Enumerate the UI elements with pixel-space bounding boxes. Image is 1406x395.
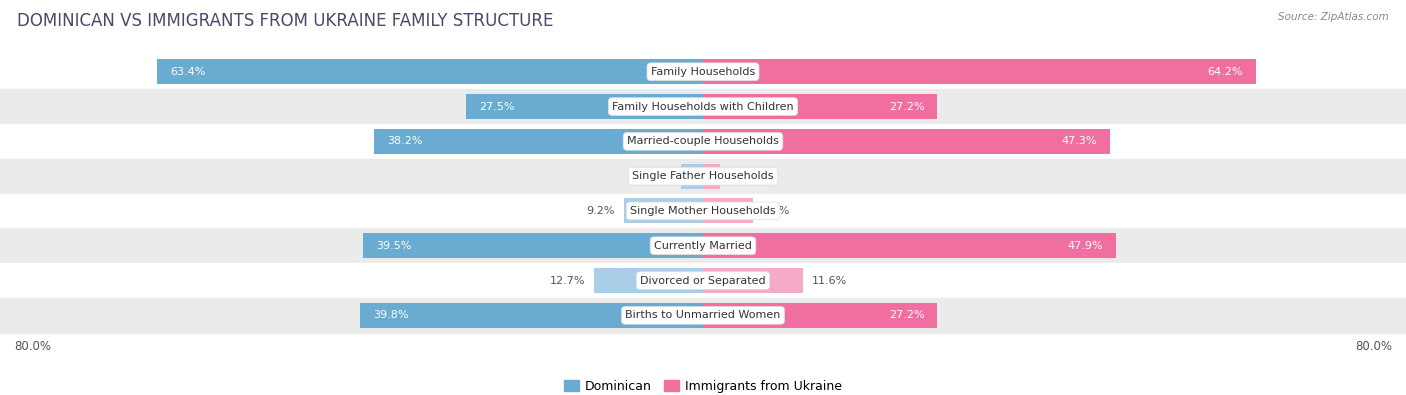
- Bar: [374, 129, 703, 154]
- Bar: [363, 233, 703, 258]
- Bar: [0, 159, 1406, 194]
- Bar: [0, 298, 1406, 333]
- Text: 2.5%: 2.5%: [644, 171, 673, 181]
- Text: 27.2%: 27.2%: [889, 102, 924, 111]
- Text: Married-couple Households: Married-couple Households: [627, 136, 779, 147]
- Bar: [0, 194, 1406, 228]
- Bar: [703, 268, 803, 293]
- Text: Family Households with Children: Family Households with Children: [612, 102, 794, 111]
- Text: 27.2%: 27.2%: [889, 310, 924, 320]
- Bar: [360, 303, 703, 328]
- Bar: [682, 164, 703, 189]
- Bar: [0, 263, 1406, 298]
- Text: 2.0%: 2.0%: [728, 171, 758, 181]
- Bar: [0, 55, 1406, 89]
- Text: 12.7%: 12.7%: [550, 276, 585, 286]
- Text: Single Mother Households: Single Mother Households: [630, 206, 776, 216]
- Text: 80.0%: 80.0%: [1355, 340, 1392, 354]
- Bar: [703, 198, 754, 224]
- Text: 5.8%: 5.8%: [762, 206, 790, 216]
- Text: 63.4%: 63.4%: [170, 67, 205, 77]
- Bar: [703, 94, 938, 119]
- Text: 11.6%: 11.6%: [811, 276, 846, 286]
- Bar: [157, 59, 703, 84]
- Text: 39.5%: 39.5%: [375, 241, 411, 251]
- Text: Currently Married: Currently Married: [654, 241, 752, 251]
- Text: 38.2%: 38.2%: [387, 136, 422, 147]
- Bar: [703, 164, 720, 189]
- Bar: [703, 59, 1256, 84]
- Bar: [0, 124, 1406, 159]
- Text: 64.2%: 64.2%: [1208, 67, 1243, 77]
- Bar: [703, 129, 1111, 154]
- Text: 47.9%: 47.9%: [1067, 241, 1102, 251]
- Text: DOMINICAN VS IMMIGRANTS FROM UKRAINE FAMILY STRUCTURE: DOMINICAN VS IMMIGRANTS FROM UKRAINE FAM…: [17, 12, 553, 30]
- Text: 39.8%: 39.8%: [373, 310, 409, 320]
- Text: 80.0%: 80.0%: [14, 340, 51, 354]
- Bar: [624, 198, 703, 224]
- Text: 27.5%: 27.5%: [479, 102, 515, 111]
- Bar: [0, 228, 1406, 263]
- Bar: [467, 94, 703, 119]
- Bar: [0, 89, 1406, 124]
- Text: 9.2%: 9.2%: [586, 206, 616, 216]
- Bar: [703, 233, 1115, 258]
- Bar: [593, 268, 703, 293]
- Legend: Dominican, Immigrants from Ukraine: Dominican, Immigrants from Ukraine: [558, 375, 848, 395]
- Text: Source: ZipAtlas.com: Source: ZipAtlas.com: [1278, 12, 1389, 22]
- Text: Births to Unmarried Women: Births to Unmarried Women: [626, 310, 780, 320]
- Bar: [703, 303, 938, 328]
- Text: Single Father Households: Single Father Households: [633, 171, 773, 181]
- Text: Family Households: Family Households: [651, 67, 755, 77]
- Text: 47.3%: 47.3%: [1062, 136, 1098, 147]
- Text: Divorced or Separated: Divorced or Separated: [640, 276, 766, 286]
